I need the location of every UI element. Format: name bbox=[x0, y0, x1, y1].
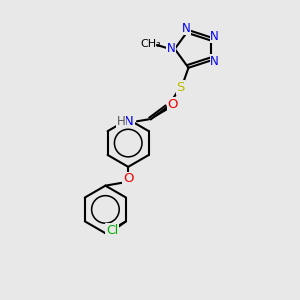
Text: N: N bbox=[210, 30, 219, 43]
Text: O: O bbox=[123, 172, 134, 185]
Text: N: N bbox=[124, 115, 134, 128]
Text: Cl: Cl bbox=[106, 224, 118, 237]
Text: CH₃: CH₃ bbox=[141, 39, 161, 49]
Text: H: H bbox=[117, 115, 125, 128]
Text: N: N bbox=[182, 22, 191, 34]
Text: S: S bbox=[176, 81, 185, 94]
Text: N: N bbox=[167, 42, 175, 56]
Text: O: O bbox=[167, 98, 178, 111]
Text: N: N bbox=[210, 55, 219, 68]
